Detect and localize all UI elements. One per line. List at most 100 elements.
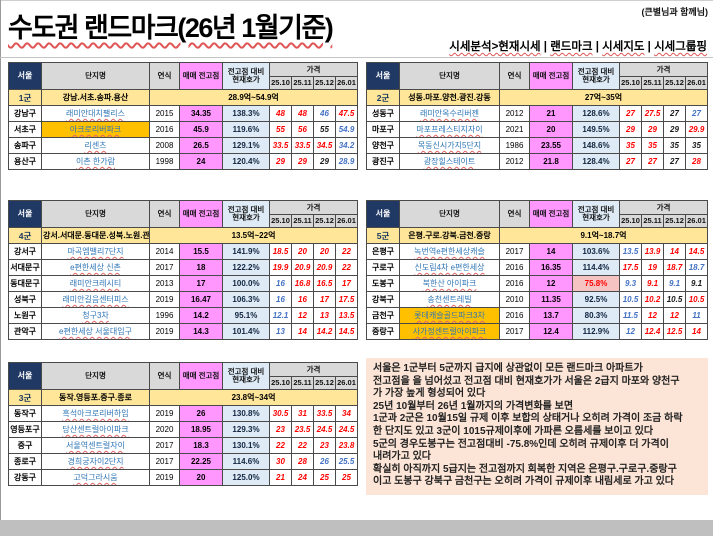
table-row: 성북구 래미안길음센터피스 2019 16.47 106.3% 16 16 17 17.5 <box>8 291 358 308</box>
column-header-region: 서울 <box>366 200 400 228</box>
district-cell: 구로구 <box>366 259 400 276</box>
complex-link[interactable]: e편한세상 서울대입구 <box>59 327 132 336</box>
complex-link[interactable]: 서울역센트럴자이 <box>66 441 125 450</box>
complex-link[interactable]: 마곡엠밸리7단지 <box>67 247 124 256</box>
price-cell: 20.9 <box>291 259 314 276</box>
complex-link[interactable]: 고덕그라시움 <box>73 473 118 482</box>
peak-price-cell: 22.25 <box>179 453 223 470</box>
nav-item[interactable]: 랜드마크 <box>550 41 593 53</box>
district-cell: 서초구 <box>8 121 42 138</box>
price-cell: 20.9 <box>313 259 336 276</box>
complex-cell: 광장힐스테이트 <box>399 153 500 170</box>
peak-price-cell: 16.35 <box>529 259 573 276</box>
column-header-month: 25.10 <box>619 214 642 228</box>
price-cell: 33.5 <box>291 137 314 154</box>
price-cell: 29 <box>269 153 292 170</box>
price-cell: 19.9 <box>269 259 292 276</box>
price-cell: 9.3 <box>619 275 642 292</box>
complex-link[interactable]: 송천센트레빌 <box>427 295 472 304</box>
table-row: 강남구 래미안대치팰리스 2015 34.35 138.3% 48 48 46 47.5 <box>8 105 358 122</box>
complex-link[interactable]: 마포프레스티지자이 <box>416 125 483 134</box>
price-cell: 27 <box>619 153 642 170</box>
peak-price-cell: 24 <box>179 153 223 170</box>
column-header-year: 연식 <box>499 62 530 90</box>
district-cell: 중구 <box>8 437 42 454</box>
complex-link[interactable]: 녹번역e편한세상캐슬 <box>414 247 485 256</box>
nav-item[interactable]: 시세분석>현재시세 <box>449 41 541 53</box>
nav-item[interactable]: 시세그룹핑 <box>654 41 707 53</box>
complex-link[interactable]: e편한세상 신촌 <box>70 263 121 272</box>
year-cell: 2012 <box>499 105 530 122</box>
district-cell: 종로구 <box>8 453 42 470</box>
table-row: 노원구 청구3차 1996 14.2 95.1% 12.1 12 13 13.5 <box>8 307 358 324</box>
group-districts: 성동.마포.양천.광진.강동 <box>399 89 500 106</box>
column-header-peak: 매매 전고점 <box>179 200 223 228</box>
column-header-price-group: 가격 <box>269 200 358 215</box>
complex-cell: 신도림4차 e편한세상 <box>399 259 500 276</box>
table-row: 관악구 e편한세상 서울대입구 2019 14.3 101.4% 13 14 14.2 14.5 <box>8 323 358 340</box>
price-cell: 21 <box>269 469 292 486</box>
complex-link[interactable]: 당산센트럴아이파크 <box>62 425 129 434</box>
complex-link[interactable]: 래미안대치팰리스 <box>66 109 125 118</box>
complex-link[interactable]: 광장힐스테이트 <box>423 157 476 166</box>
price-cell: 29 <box>641 121 664 138</box>
ratio-cell: 138.3% <box>222 105 270 122</box>
ratio-cell: 75.8% <box>572 275 620 292</box>
price-cell: 10.5 <box>619 291 642 308</box>
price-cell: 17.5 <box>335 291 358 308</box>
table-row: 용산구 이촌 한가람 1998 24 120.4% 29 29 29 28.9 <box>8 153 358 170</box>
column-header-year: 연식 <box>499 200 530 228</box>
year-cell: 2021 <box>499 121 530 138</box>
complex-link[interactable]: 경희궁자이2단지 <box>67 457 124 466</box>
price-cell: 22 <box>291 437 314 454</box>
price-cell: 33.5 <box>269 137 292 154</box>
price-cell: 16.8 <box>291 275 314 292</box>
year-cell: 2012 <box>499 153 530 170</box>
complex-link[interactable]: 신도림4차 e편한세상 <box>414 263 485 272</box>
column-header-month: 26.01 <box>335 76 358 90</box>
table-row: 강서구 마곡엠밸리7단지 2014 15.5 141.9% 18.5 20 20 22 <box>8 243 358 260</box>
complex-cell: 흑석아크로리버하임 <box>41 405 150 422</box>
complex-link[interactable]: 아크로리버파크 <box>69 125 122 134</box>
complex-cell: 청구3차 <box>41 307 150 324</box>
complex-cell: 리센츠 <box>41 137 150 154</box>
price-cell: 14.5 <box>335 323 358 340</box>
district-cell: 영등포구 <box>8 421 42 438</box>
complex-link[interactable]: 사가정센트럴아이파크 <box>412 327 487 336</box>
complex-link[interactable]: 리센츠 <box>84 141 107 150</box>
year-cell: 2017 <box>149 437 180 454</box>
complex-link[interactable]: 래미안길음센터피스 <box>62 295 129 304</box>
table-row: 서초구 아크로리버파크 2016 45.9 119.6% 55 56 55 54.9 <box>8 121 358 138</box>
table-row: 서대문구 e편한세상 신촌 2017 18 122.2% 19.9 20.9 20.9 22 <box>8 259 358 276</box>
complex-link[interactable]: 래미안옥수리버젠 <box>420 109 479 118</box>
column-header-price-group: 가격 <box>269 62 358 77</box>
column-header-year: 연식 <box>149 200 180 228</box>
table-row: 동작구 흑석아크로리버하임 2019 26 130.8% 30.5 31 33.5 34 <box>8 405 358 422</box>
table-row: 중구 서울역센트럴자이 2017 18.3 130.1% 22 22 23 23.8 <box>8 437 358 454</box>
complex-cell: 목동신시가지5단지 <box>399 137 500 154</box>
complex-link[interactable]: 청구3차 <box>82 311 109 320</box>
price-cell: 10.2 <box>641 291 664 308</box>
group-row: 4군 강서.서대문.동대문.성북.노원.관악 13.5억~22억 <box>8 227 358 244</box>
price-cell: 22 <box>335 259 358 276</box>
peak-price-cell: 23.55 <box>529 137 573 154</box>
complex-link[interactable]: 흑석아크로리버하임 <box>62 409 129 418</box>
table-row: 강동구 고덕그라시움 2019 20 125.0% 21 24 25 25 <box>8 469 358 486</box>
group-price-range: 23.8억~34억 <box>149 389 358 406</box>
header-divider <box>0 57 713 58</box>
column-header-price-group: 가격 <box>619 62 708 77</box>
complex-link[interactable]: 래미안크레시티 <box>69 279 122 288</box>
complex-link[interactable]: 북한산 아이파크 <box>422 279 477 288</box>
ratio-cell: 114.4% <box>572 259 620 276</box>
ratio-cell: 95.1% <box>222 307 270 324</box>
price-cell: 19 <box>641 259 664 276</box>
group-price-range: 28.9억~54.9억 <box>149 89 358 106</box>
price-cell: 34.2 <box>335 137 358 154</box>
peak-price-cell: 26.5 <box>179 137 223 154</box>
complex-link[interactable]: 이촌 한가람 <box>75 157 116 166</box>
complex-link[interactable]: 롯데캐슬골드파크3차 <box>414 311 485 320</box>
column-header-region: 서울 <box>366 62 400 90</box>
complex-link[interactable]: 목동신시가지5단지 <box>417 141 482 150</box>
price-cell: 14 <box>663 243 686 260</box>
nav-item[interactable]: 시세지도 <box>602 41 645 53</box>
